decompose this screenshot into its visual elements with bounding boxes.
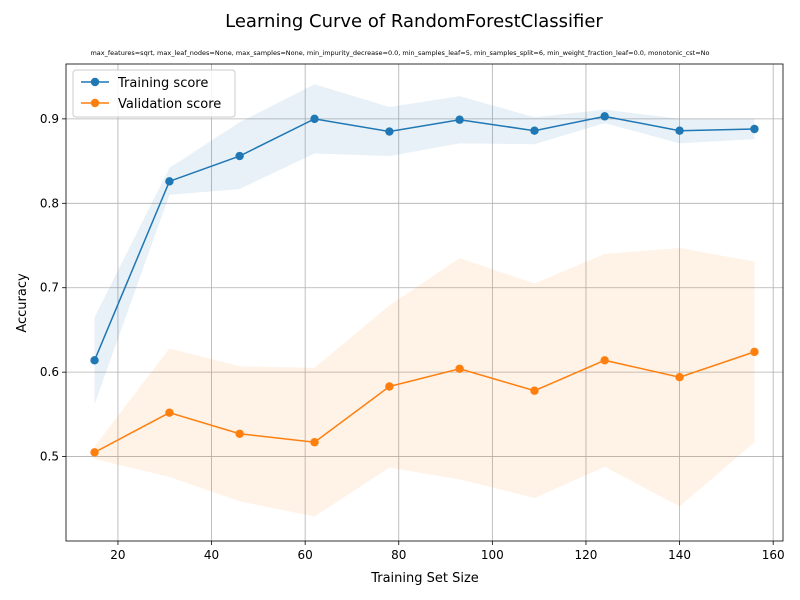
legend-label-0: Training score xyxy=(117,76,208,91)
x-tick-label: 60 xyxy=(298,548,313,562)
data-point xyxy=(90,356,99,365)
legend-label-1: Validation score xyxy=(118,97,221,112)
axes-frame xyxy=(65,63,784,542)
data-point xyxy=(310,114,319,124)
chart-title: Learning Curve of RandomForestClassifier xyxy=(225,11,603,32)
data-point xyxy=(385,127,394,136)
data-point xyxy=(235,151,244,161)
data-point xyxy=(530,126,539,135)
data-point xyxy=(600,356,609,365)
data-point xyxy=(165,408,174,417)
y-tick-label: 0.6 xyxy=(40,365,59,379)
series-line-1 xyxy=(94,351,755,454)
data-point xyxy=(600,112,609,121)
data-point xyxy=(235,429,244,438)
legend-marker-0 xyxy=(90,77,100,87)
series-points-1 xyxy=(90,347,759,457)
y-axis-label: Accuracy xyxy=(15,273,30,333)
confidence-band-0 xyxy=(94,84,755,405)
grid-lines xyxy=(66,64,783,541)
chart-subtitle: max_features=sqrt, max_leaf_nodes=None, … xyxy=(90,49,709,57)
x-tick-label: 80 xyxy=(391,548,406,562)
y-tick-label: 0.8 xyxy=(40,196,59,210)
x-tick-label: 20 xyxy=(110,548,125,562)
axis-ticks: 20 40 60 80 100 120 140 160 0.5 0.6 0.7 0.8 0.9 xyxy=(40,112,785,562)
data-point xyxy=(310,438,319,447)
legend: Training score Validation score xyxy=(72,69,236,118)
x-axis-label: Training Set Size xyxy=(370,571,479,586)
data-point xyxy=(750,347,759,357)
data-point xyxy=(675,126,684,135)
data-point xyxy=(675,373,684,382)
data-point xyxy=(90,448,99,457)
y-tick-label: 0.7 xyxy=(40,281,59,295)
data-point xyxy=(385,382,394,391)
confidence-band-1 xyxy=(94,248,755,517)
data-point xyxy=(455,115,464,124)
x-tick-label: 160 xyxy=(762,548,785,562)
data-point xyxy=(165,177,174,186)
data-point xyxy=(530,386,539,395)
series-points-0 xyxy=(90,112,759,365)
data-point xyxy=(455,364,464,373)
x-tick-label: 140 xyxy=(668,548,691,562)
x-tick-label: 40 xyxy=(204,548,219,562)
x-tick-label: 120 xyxy=(575,548,598,562)
plot-area: 20 40 60 80 100 120 140 160 0.5 0.6 0.7 0.8 0.9 Train… xyxy=(40,63,785,562)
data-point xyxy=(750,124,759,134)
y-tick-label: 0.5 xyxy=(40,450,59,464)
legend-box xyxy=(72,69,236,118)
x-tick-label: 100 xyxy=(481,548,504,562)
y-tick-label: 0.9 xyxy=(40,112,59,126)
legend-marker-1 xyxy=(90,98,100,108)
series-line-0 xyxy=(93,115,755,361)
